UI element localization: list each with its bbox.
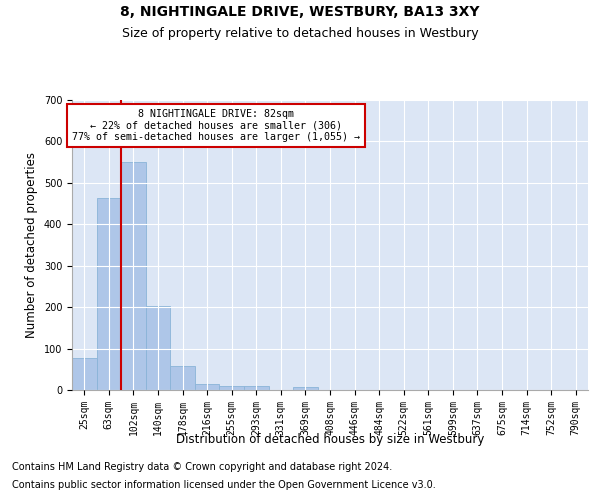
Bar: [195, 384, 220, 390]
Text: Size of property relative to detached houses in Westbury: Size of property relative to detached ho…: [122, 28, 478, 40]
Y-axis label: Number of detached properties: Number of detached properties: [25, 152, 38, 338]
Bar: [146, 306, 170, 390]
Bar: [72, 358, 97, 390]
Text: 8, NIGHTINGALE DRIVE, WESTBURY, BA13 3XY: 8, NIGHTINGALE DRIVE, WESTBURY, BA13 3XY: [120, 5, 480, 19]
Bar: [220, 386, 244, 390]
Text: Distribution of detached houses by size in Westbury: Distribution of detached houses by size …: [176, 432, 484, 446]
Text: Contains public sector information licensed under the Open Government Licence v3: Contains public sector information licen…: [12, 480, 436, 490]
Text: Contains HM Land Registry data © Crown copyright and database right 2024.: Contains HM Land Registry data © Crown c…: [12, 462, 392, 472]
Bar: [97, 198, 121, 390]
Bar: [293, 386, 318, 390]
Bar: [244, 386, 269, 390]
Bar: [121, 162, 146, 390]
Bar: [170, 366, 195, 390]
Text: 8 NIGHTINGALE DRIVE: 82sqm
← 22% of detached houses are smaller (306)
77% of sem: 8 NIGHTINGALE DRIVE: 82sqm ← 22% of deta…: [73, 108, 361, 142]
